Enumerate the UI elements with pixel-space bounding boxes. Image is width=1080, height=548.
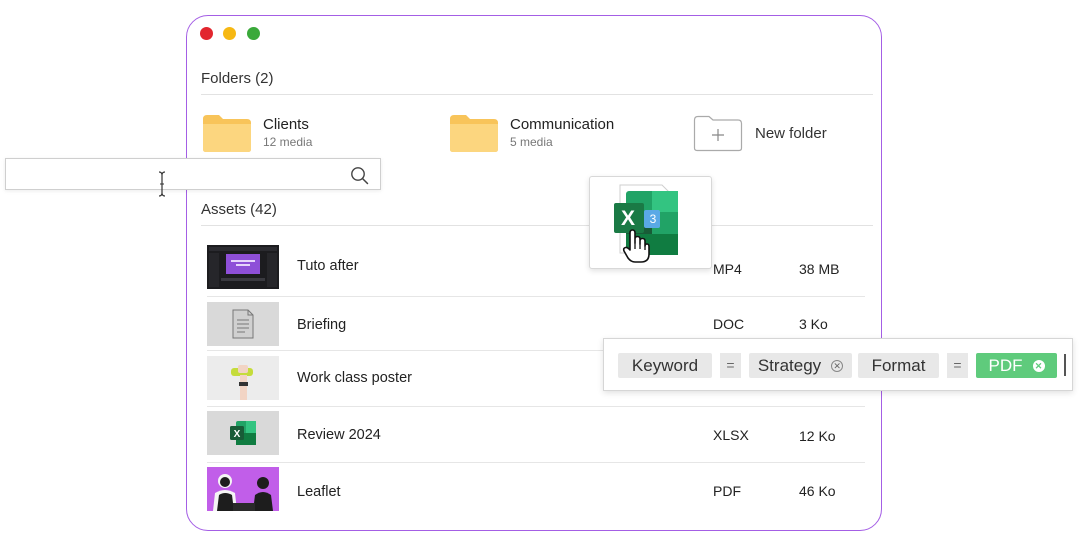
- row-divider: [207, 296, 865, 297]
- asset-row-tuto-after[interactable]: Tuto after MP4 38 MB: [207, 245, 865, 289]
- keyword-label: Keyword: [631, 355, 699, 375]
- excel-icon: X: [207, 411, 279, 455]
- search-box[interactable]: [5, 158, 381, 197]
- minimize-window-button[interactable]: [223, 27, 236, 40]
- folder-media-count: 5 media: [510, 135, 553, 149]
- assets-divider: [201, 225, 873, 226]
- folder-icon: [201, 113, 253, 153]
- close-window-button[interactable]: [200, 27, 213, 40]
- svg-text:X: X: [234, 429, 241, 440]
- keyword-chip[interactable]: Keyword: [618, 353, 712, 378]
- asset-name: Work class poster: [297, 370, 412, 386]
- asset-name: Tuto after: [297, 258, 359, 274]
- asset-size: 38 MB: [799, 261, 840, 277]
- folder-icon: [448, 113, 500, 153]
- asset-row-review-2024[interactable]: X Review 2024 XLSX 12 Ko: [207, 411, 865, 455]
- selection-count-badge: 3: [649, 212, 657, 226]
- text-cursor-icon: [158, 171, 166, 202]
- asset-format: XLSX: [713, 427, 749, 443]
- text-caret: [1064, 354, 1066, 376]
- assets-heading: Assets (42): [201, 201, 277, 218]
- format-chip[interactable]: Format: [858, 353, 939, 378]
- asset-size: 46 Ko: [799, 483, 836, 499]
- folder-name: Clients: [263, 116, 309, 133]
- video-thumbnail: [207, 245, 279, 289]
- new-folder-icon: [693, 115, 743, 152]
- asset-name: Briefing: [297, 317, 347, 333]
- filter-bar[interactable]: Keyword = Strategy ✕ Format = PDF ✕: [603, 338, 1073, 391]
- search-icon[interactable]: [350, 166, 369, 190]
- folder-clients[interactable]: Clients 12 media: [201, 113, 312, 153]
- new-folder-label: New folder: [755, 125, 827, 142]
- maximize-window-button[interactable]: [247, 27, 260, 40]
- folder-communication[interactable]: Communication 5 media: [448, 113, 614, 153]
- asset-name: Review 2024: [297, 427, 381, 443]
- row-divider: [207, 462, 865, 463]
- strategy-label: Strategy: [757, 355, 822, 375]
- asset-format: PDF: [713, 483, 741, 499]
- pdf-label: PDF: [988, 355, 1023, 375]
- asset-size: 12 Ko: [799, 428, 836, 444]
- pdf-chip[interactable]: PDF ✕: [976, 353, 1057, 378]
- asset-row-leaflet[interactable]: Leaflet PDF 46 Ko: [207, 467, 865, 511]
- row-divider: [207, 350, 865, 351]
- folders-divider: [201, 94, 873, 95]
- hand-grab-cursor: [622, 227, 650, 270]
- drag-preview-card[interactable]: X 3: [589, 176, 712, 269]
- row-divider: [207, 406, 865, 407]
- app-window: Folders (2) Clients 12 media Communicati…: [186, 15, 882, 531]
- asset-row-work-class-poster[interactable]: Work class poster: [207, 356, 865, 400]
- asset-format: DOC: [713, 316, 745, 332]
- format-label: Format: [871, 355, 926, 375]
- folders-heading: Folders (2): [201, 70, 274, 87]
- remove-icon[interactable]: ✕: [831, 359, 844, 372]
- folder-name: Communication: [510, 116, 615, 133]
- new-folder-button[interactable]: New folder: [693, 115, 827, 152]
- folder-media-count: 12 media: [263, 135, 313, 149]
- equals-operator[interactable]: =: [947, 353, 968, 378]
- strategy-chip[interactable]: Strategy ✕: [749, 353, 852, 378]
- asset-row-briefing[interactable]: Briefing DOC 3 Ko: [207, 302, 865, 346]
- leaflet-photo: [207, 467, 279, 511]
- asset-size: 3 Ko: [799, 316, 828, 332]
- asset-name: Leaflet: [297, 484, 341, 500]
- poster-photo: [207, 356, 279, 400]
- equals-operator[interactable]: =: [720, 353, 741, 378]
- remove-icon[interactable]: ✕: [1032, 359, 1045, 372]
- document-icon: [207, 302, 279, 346]
- svg-text:X: X: [621, 207, 635, 230]
- asset-format: MP4: [713, 261, 742, 277]
